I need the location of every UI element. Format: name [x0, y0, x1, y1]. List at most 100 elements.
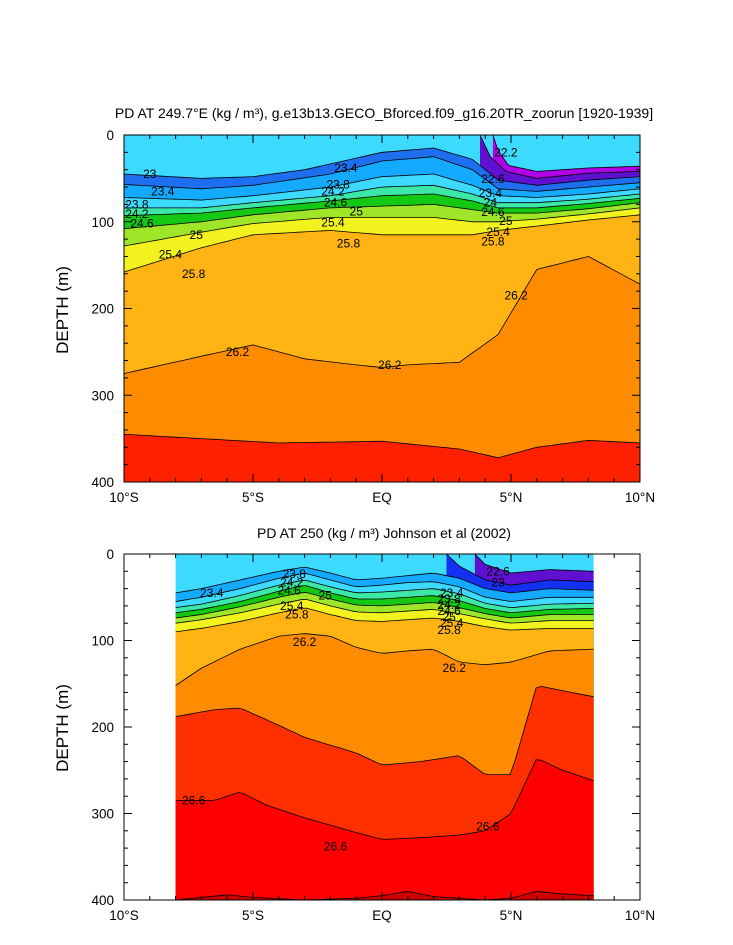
x-tick-label: 10°N: [625, 490, 655, 505]
contour-label: 23.4: [479, 186, 503, 200]
contour-label: 25.8: [182, 267, 206, 281]
contour-label: 24.6: [277, 583, 301, 597]
x-tick-label: EQ: [372, 490, 392, 505]
contour-label: 23.4: [200, 586, 224, 600]
contour-line-26-8: [175, 891, 594, 901]
contour-line-26-4: [175, 685, 594, 775]
contour-line-24-2: [124, 184, 641, 209]
x-tick-label: 5°S: [242, 490, 264, 505]
contour-label: 24.6: [437, 604, 461, 618]
contour-label: 25.8: [285, 608, 309, 622]
contour-label: 24.2: [437, 598, 461, 612]
x-tick-label: 5°S: [242, 908, 264, 923]
y-tick-label: 300: [91, 388, 114, 403]
contour-label: 24.6: [130, 216, 154, 230]
contour-line-25-4: [175, 598, 594, 624]
contour-label: 24.2: [280, 576, 304, 590]
contour-label: 25.4: [486, 225, 510, 239]
contour-label: 22.6: [486, 564, 510, 578]
contour-label: 26.2: [504, 288, 528, 302]
contour-label: 25.8: [481, 235, 505, 249]
top-contour-lines: [123, 134, 641, 459]
contour-label: 25.4: [159, 248, 183, 262]
x-tick-label: 10°N: [625, 908, 655, 923]
y-tick-label: 300: [91, 807, 114, 822]
contour-label: 25: [499, 214, 513, 228]
contour-line-25: [123, 202, 641, 230]
contour-label: 26.2: [443, 661, 467, 675]
y-tick-label: 0: [106, 547, 114, 562]
density-band-26-8: [175, 891, 594, 900]
contour-label: 26.2: [378, 358, 402, 372]
contour-label: 23.8: [326, 177, 350, 191]
contour-label: 23: [143, 167, 157, 181]
contour-label: 23.8: [125, 197, 149, 211]
contour-label: 23.8: [283, 567, 307, 581]
contour-label: 24.2: [321, 184, 345, 198]
contour-label: 23.4: [440, 586, 464, 600]
contour-label: 26.2: [226, 345, 250, 359]
contour-label: 25.4: [280, 599, 304, 613]
contour-label: 25.4: [321, 216, 345, 230]
bottom-chart-title: PD AT 250 (kg / m³) Johnson et al (2002): [257, 525, 511, 541]
contour-line-23: [446, 553, 594, 586]
contour-line-24-6: [123, 193, 641, 217]
contour-label: 24.2: [125, 207, 149, 221]
contour-line-25-4: [123, 207, 641, 247]
y-tick-label: 400: [91, 893, 114, 908]
contour-label: 22.2: [494, 145, 518, 159]
contour-label: 25.4: [440, 616, 464, 630]
contour-line-26-6: [175, 759, 594, 840]
contour-line-25-8: [123, 214, 641, 273]
density-band-26-6: [124, 434, 640, 482]
contour-label: 24: [484, 196, 498, 210]
contour-line-23-4: [175, 566, 594, 594]
top-panel: PD AT 249.7°E (kg / m³), g.e13b13.GECO_B…: [53, 105, 655, 505]
contour-line-26-2: [123, 255, 641, 374]
contour-line-24-2: [175, 579, 594, 608]
top-y-axis-label: DEPTH (m): [53, 266, 72, 354]
x-tick-label: 5°N: [500, 908, 523, 923]
contour-line-23-8: [123, 173, 641, 201]
contour-line-25-8: [175, 607, 594, 633]
top-contour-labels: 2323.423.824.224.62525.425.823.423.824.2…: [125, 145, 528, 372]
y-tick-label: 200: [91, 720, 114, 735]
contour-label: 23: [491, 576, 505, 590]
contour-label: 26.6: [182, 794, 206, 808]
contour-line-26-6: [123, 433, 641, 459]
contour-line-26-2: [175, 633, 594, 686]
contour-label: 26.6: [324, 839, 348, 853]
top-density-field: [124, 135, 640, 483]
contour-line-24-6: [175, 585, 594, 614]
contour-label: 23.8: [437, 592, 461, 606]
contour-label: 22.6: [481, 172, 505, 186]
bottom-density-field: [175, 554, 594, 900]
contour-line-25: [175, 592, 594, 619]
contour-label: 25: [190, 228, 204, 242]
y-tick-label: 400: [91, 475, 114, 490]
contour-label: 24.6: [481, 205, 505, 219]
x-tick-label: 10°S: [109, 490, 138, 505]
contour-line-23-4: [123, 156, 641, 192]
contour-line-22-6: [474, 553, 594, 574]
contour-line-22-2: [492, 134, 641, 172]
contour-line-22-6: [479, 134, 641, 179]
x-tick-label: EQ: [372, 908, 392, 923]
x-tick-label: 10°S: [109, 908, 138, 923]
bottom-panel: PD AT 250 (kg / m³) Johnson et al (2002)…: [53, 525, 655, 923]
y-tick-label: 100: [91, 215, 114, 230]
contour-label: 25: [442, 610, 456, 624]
top-chart-title: PD AT 249.7°E (kg / m³), g.e13b13.GECO_B…: [115, 105, 653, 121]
contour-label: 25.8: [437, 623, 461, 637]
top-axes: 10°S 5°S EQ 5°N 10°N 0 100 200 300 400: [91, 128, 655, 505]
contour-label: 23.4: [334, 161, 358, 175]
y-tick-label: 100: [91, 634, 114, 649]
contour-label: 23.4: [151, 184, 175, 198]
contour-label: 26.2: [293, 635, 317, 649]
density-band-26-6: [175, 759, 594, 900]
contour-line-23: [123, 147, 641, 186]
bottom-axes: 10°S 5°S EQ 5°N 10°N 0 100 200 300 400: [91, 547, 655, 923]
bottom-contour-lines: [175, 553, 594, 901]
bottom-contour-labels: 23.423.824.224.6 2525.425.826.222.62323.4…: [182, 564, 510, 853]
